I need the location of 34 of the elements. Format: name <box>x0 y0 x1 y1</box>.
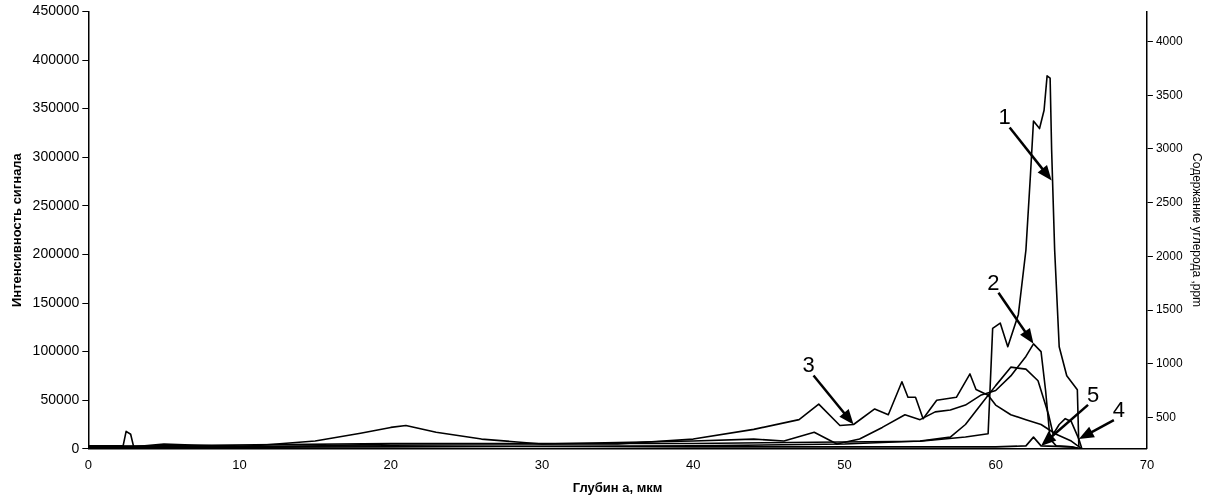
y2-tick-label: 3500 <box>1155 87 1183 102</box>
x-tick-label: 60 <box>988 457 1003 473</box>
y-tick-label: 100000 <box>32 342 80 359</box>
y-axis-title: Интенсивность сигнала <box>9 152 25 308</box>
y2-tick-label: 2000 <box>1155 248 1183 263</box>
annotation: 2 <box>987 269 1000 295</box>
annotation: 3 <box>802 352 815 378</box>
x-tick-label: 50 <box>837 457 852 473</box>
x-tick-label: 0 <box>84 457 92 473</box>
x-tick-label: 20 <box>383 457 398 473</box>
y2-tick-label: 2500 <box>1155 195 1183 210</box>
y2-tick-label: 4000 <box>1155 33 1183 48</box>
y-tick-label: 350000 <box>32 99 80 116</box>
y-tick-label: 400000 <box>32 50 80 67</box>
y-tick-label: 250000 <box>32 196 80 213</box>
x-tick-label: 30 <box>534 457 550 473</box>
y2-tick-label: 1500 <box>1155 302 1183 317</box>
y-tick-label: 150000 <box>32 293 80 310</box>
y-tick-label: 200000 <box>32 245 80 262</box>
x-tick-label: 70 <box>1139 457 1155 473</box>
x-axis-title: Глубин а, мкм <box>572 479 663 495</box>
x-tick-label: 40 <box>685 457 701 473</box>
y-tick-label: 50000 <box>40 391 80 408</box>
y2-tick-label: 1000 <box>1155 356 1183 371</box>
y-tick-label: 450000 <box>32 2 80 19</box>
y2-axis-title: Содержание углерода ,ppm <box>1190 153 1205 308</box>
annotation: 4 <box>1112 396 1125 422</box>
annotation: 5 <box>1086 381 1100 407</box>
x-tick-label: 10 <box>232 457 247 473</box>
y2-tick-label: 3000 <box>1155 141 1183 156</box>
y2-tick-label: 500 <box>1155 409 1177 424</box>
annotation: 1 <box>998 104 1011 130</box>
y-tick-label: 0 <box>71 439 80 456</box>
y-tick-label: 300000 <box>32 148 80 165</box>
